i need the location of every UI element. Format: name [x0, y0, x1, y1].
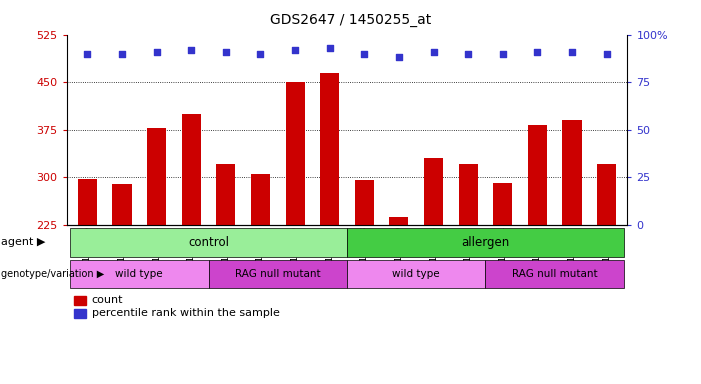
- Point: [359, 51, 370, 57]
- Text: genotype/variation ▶: genotype/variation ▶: [1, 269, 104, 279]
- Point: [497, 51, 508, 57]
- Point: [428, 49, 439, 55]
- Point: [151, 49, 162, 55]
- Bar: [562, 120, 582, 225]
- Point: [393, 54, 404, 60]
- Text: wild type: wild type: [116, 269, 163, 279]
- Bar: [217, 164, 236, 225]
- Text: agent ▶: agent ▶: [1, 237, 46, 247]
- Bar: [182, 114, 200, 225]
- Text: control: control: [188, 236, 229, 248]
- Text: count: count: [92, 295, 123, 305]
- Bar: [285, 82, 305, 225]
- Text: GDS2647 / 1450255_at: GDS2647 / 1450255_at: [270, 13, 431, 27]
- Bar: [389, 217, 409, 225]
- Bar: [78, 179, 97, 225]
- Point: [220, 49, 231, 55]
- Text: wild type: wild type: [393, 269, 440, 279]
- Point: [532, 49, 543, 55]
- Bar: [320, 73, 339, 225]
- Bar: [458, 164, 477, 225]
- Point: [566, 49, 578, 55]
- Point: [116, 51, 128, 57]
- Bar: [355, 180, 374, 225]
- Text: RAG null mutant: RAG null mutant: [512, 269, 597, 279]
- Text: RAG null mutant: RAG null mutant: [235, 269, 320, 279]
- Bar: [424, 158, 443, 225]
- Point: [186, 47, 197, 53]
- Bar: [597, 164, 616, 225]
- Bar: [494, 184, 512, 225]
- Point: [324, 45, 335, 51]
- Bar: [112, 184, 132, 225]
- Point: [601, 51, 612, 57]
- Bar: [528, 125, 547, 225]
- Bar: [147, 128, 166, 225]
- Text: allergen: allergen: [461, 236, 510, 248]
- Text: percentile rank within the sample: percentile rank within the sample: [92, 308, 280, 318]
- Point: [290, 47, 301, 53]
- Bar: [251, 174, 270, 225]
- Point: [463, 51, 474, 57]
- Point: [82, 51, 93, 57]
- Point: [255, 51, 266, 57]
